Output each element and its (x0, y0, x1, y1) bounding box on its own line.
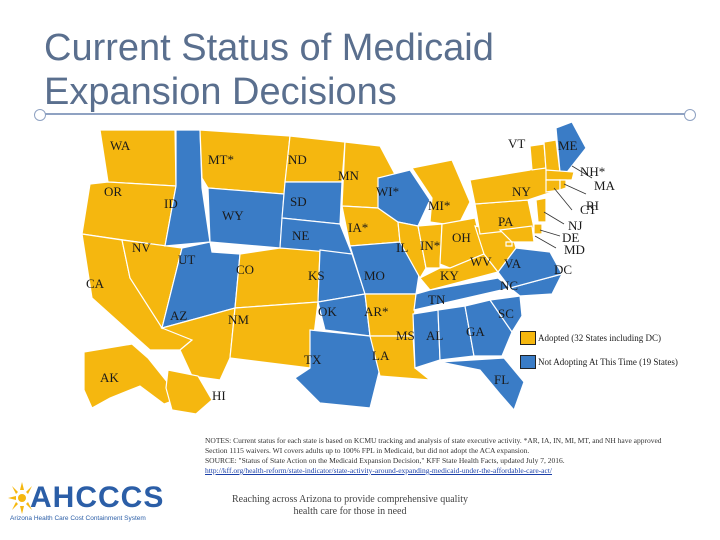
state-GA[interactable] (464, 299, 513, 357)
label-ND: ND (288, 152, 307, 167)
tagline: Reaching across Arizona to provide compr… (231, 494, 469, 517)
state-CT[interactable] (545, 179, 561, 193)
label-MI: MI* (428, 198, 450, 213)
label-NY: NY (512, 184, 531, 199)
state-NJ[interactable] (535, 197, 547, 223)
state-AK[interactable] (83, 343, 181, 409)
source-link[interactable]: http://kff.org/health-reform/state-indic… (205, 466, 552, 475)
legend-swatch-not-adopting (520, 355, 536, 369)
label-CA: CA (86, 276, 105, 291)
label-WV: WV (470, 254, 492, 269)
label-AR: AR* (364, 304, 389, 319)
label-PA: PA (498, 214, 514, 229)
label-AL: AL (426, 328, 443, 343)
state-WY[interactable] (207, 187, 285, 249)
label-NJ: NJ (568, 218, 582, 233)
label-HI: HI (212, 388, 226, 403)
divider-right-dot (684, 109, 696, 121)
slide-title: Current Status of Medicaid Expansion Dec… (44, 26, 644, 114)
logo-subtitle: Arizona Health Care Cost Containment Sys… (10, 515, 146, 522)
label-WY: WY (222, 208, 244, 223)
state-SC[interactable] (488, 295, 523, 334)
label-WA: WA (110, 138, 131, 153)
label-OH: OH (452, 230, 471, 245)
label-OK: OK (318, 304, 337, 319)
label-OR: OR (104, 184, 122, 199)
label-TX: TX (304, 352, 322, 367)
legend-label-adopted: Adopted (32 States including DC) (538, 333, 661, 343)
state-MO[interactable] (349, 241, 421, 295)
label-SD: SD (290, 194, 307, 209)
label-KY: KY (440, 268, 459, 283)
label-MA: MA (594, 178, 616, 193)
title-divider (38, 113, 690, 115)
label-MD: MD (564, 242, 585, 257)
label-AZ: AZ (170, 308, 187, 323)
label-AK: AK (100, 370, 119, 385)
label-IA: IA* (348, 220, 368, 235)
label-VT: VT (508, 136, 525, 151)
label-IN: IN* (420, 238, 440, 253)
source-notes: NOTES: Current status for each state is … (205, 436, 705, 476)
label-LA: LA (372, 348, 390, 363)
state-MD[interactable] (498, 225, 535, 243)
ahcccs-logo-icon (8, 482, 32, 514)
label-MT: MT* (208, 152, 234, 167)
divider-left-dot (34, 109, 46, 121)
label-UT: UT (178, 252, 195, 267)
state-LA[interactable] (369, 335, 432, 381)
label-ME: ME (558, 138, 578, 153)
state-FL[interactable] (439, 357, 525, 412)
label-NC: NC (500, 278, 518, 293)
notes-line-3: SOURCE: "Status of State Action on the M… (205, 456, 565, 465)
label-RI: RI (586, 198, 599, 213)
state-VT[interactable] (529, 143, 547, 171)
label-MN: MN (338, 168, 360, 183)
state-ME[interactable] (555, 121, 587, 177)
label-IL: IL (396, 240, 408, 255)
state-DE[interactable] (533, 223, 543, 235)
label-NM: NM (228, 312, 249, 327)
callout-lines (534, 165, 593, 249)
label-MO: MO (364, 268, 385, 283)
notes-line-1: NOTES: Current status for each state is … (205, 436, 662, 445)
label-VA: VA (504, 256, 522, 271)
state-MA[interactable] (545, 169, 575, 181)
label-NV: NV (132, 240, 151, 255)
label-SC: SC (498, 306, 514, 321)
logo-name: AHCCCS (30, 481, 165, 514)
title-line-2: Expansion Decisions (44, 71, 397, 113)
state-IL[interactable] (397, 221, 427, 280)
notes-line-2: Section 1115 waivers. WI covers adults u… (205, 446, 530, 455)
legend-swatch-adopted (520, 331, 536, 345)
label-GA: GA (466, 324, 485, 339)
label-CT: CT (580, 202, 597, 217)
label-WI: WI* (376, 184, 399, 199)
label-DE: DE (562, 230, 579, 245)
state-RI[interactable] (559, 179, 567, 191)
state-NE[interactable] (279, 217, 353, 255)
label-DC: DC (554, 262, 572, 277)
label-MS: MS (396, 328, 415, 343)
label-FL: FL (494, 372, 509, 387)
title-line-1: Current Status of Medicaid (44, 27, 494, 69)
label-TN: TN (428, 292, 446, 307)
legend-label-not-adopting: Not Adopting At This Time (19 States) (538, 357, 678, 367)
us-map: WA OR CA NV ID MT* WY UT AZ CO NM ND SD … (81, 121, 616, 415)
state-TN[interactable] (413, 277, 512, 311)
label-ID: ID (164, 196, 178, 211)
label-NH: NH* (580, 164, 605, 179)
label-KS: KS (308, 268, 325, 283)
state-DC[interactable] (505, 241, 513, 247)
label-NE: NE (292, 228, 309, 243)
state-HI[interactable] (165, 369, 213, 415)
label-CO: CO (236, 262, 254, 277)
